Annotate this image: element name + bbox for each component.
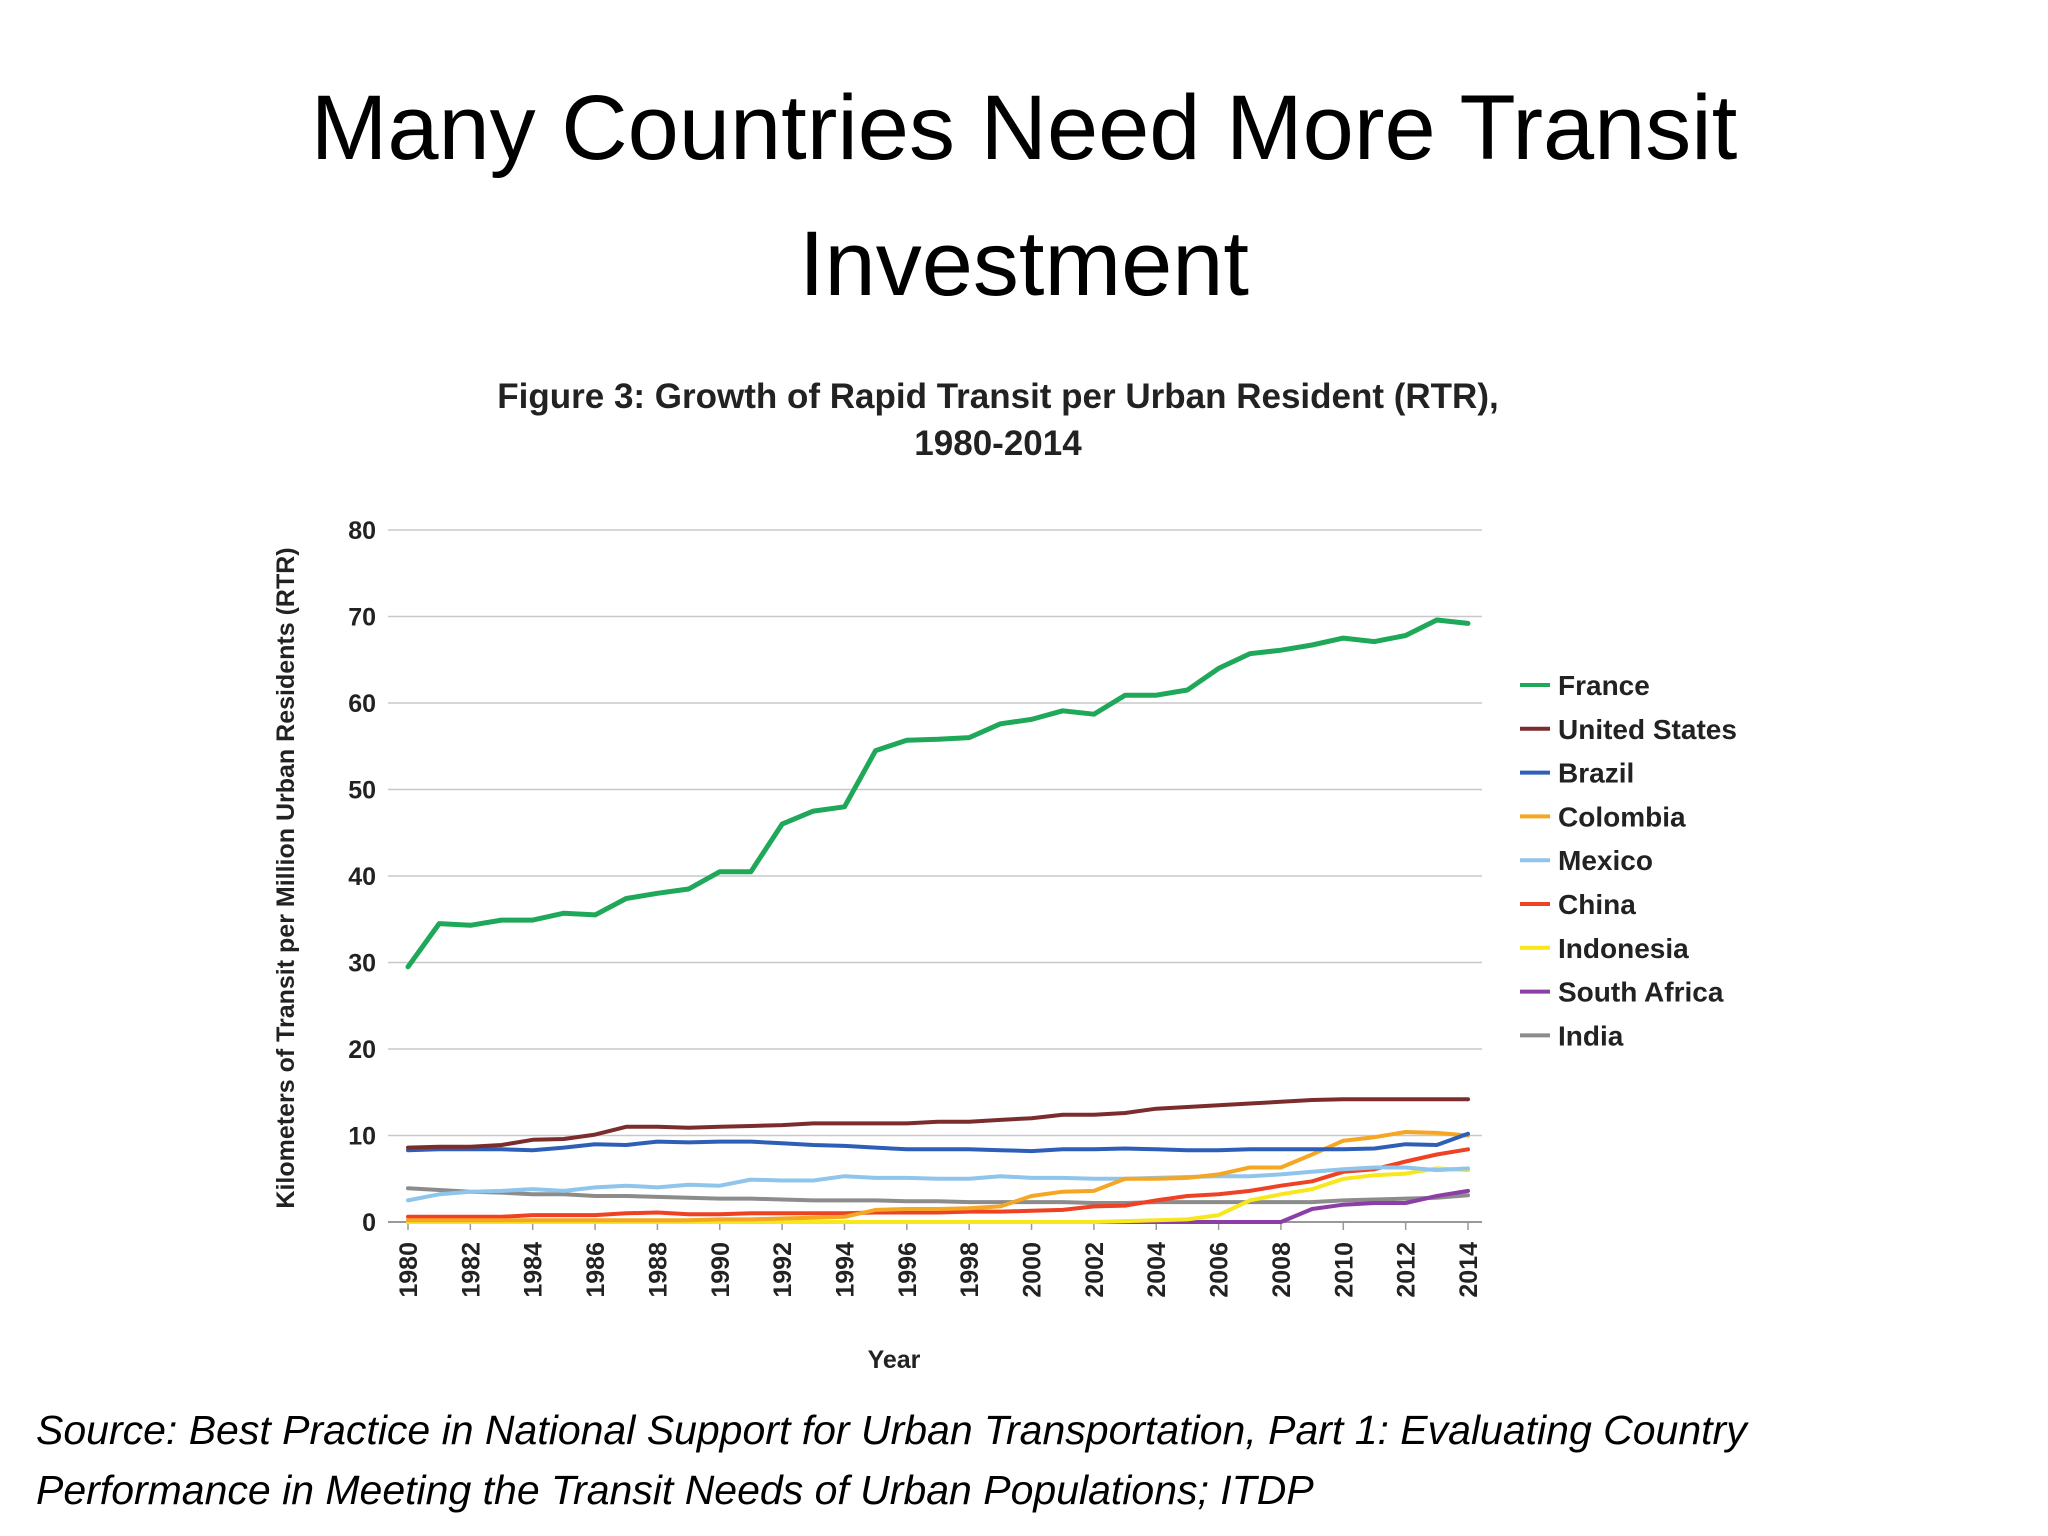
slide-title: Many Countries Need More Transit Investm… xyxy=(0,60,2048,332)
y-tick-label: 50 xyxy=(348,777,376,805)
gridlines xyxy=(388,529,1482,1223)
y-tick-label: 10 xyxy=(348,1123,376,1151)
x-tick-label: 2006 xyxy=(1206,1242,1234,1298)
y-tick-label: 40 xyxy=(348,863,376,891)
x-tick-label: 1996 xyxy=(894,1242,922,1298)
y-tick-label: 70 xyxy=(348,604,376,632)
x-tick-label: 1982 xyxy=(457,1242,485,1298)
source-line-2: Performance in Meeting the Transit Needs… xyxy=(36,1467,1314,1513)
chart: Figure 3: Growth of Rapid Transit per Ur… xyxy=(272,377,1737,1374)
legend-label: India xyxy=(1558,1020,1624,1051)
x-axis-ticks: 1980 1982 1984 1986 1988 1990 1992 1994 1996 1998… xyxy=(395,1222,1483,1298)
y-tick-label: 30 xyxy=(348,950,376,978)
chart-subtitle: 1980-2014 xyxy=(914,424,1082,463)
y-axis-ticks: 0 10 20 30 40 50 60 70 80 xyxy=(348,517,376,1237)
x-tick-label: 2000 xyxy=(1019,1242,1047,1298)
legend-label: China xyxy=(1558,889,1636,920)
source-line-1: Source: Best Practice in National Suppor… xyxy=(36,1407,1747,1453)
legend-label: Mexico xyxy=(1558,845,1653,876)
legend-label: Colombia xyxy=(1558,801,1686,832)
x-tick-label: 2010 xyxy=(1330,1242,1358,1298)
x-tick-label: 1992 xyxy=(769,1242,797,1298)
x-tick-label: 1980 xyxy=(395,1242,423,1298)
y-tick-label: 20 xyxy=(348,1036,376,1064)
y-axis-label: Kilometers of Transit per Million Urban … xyxy=(272,547,300,1208)
series-line-india xyxy=(406,1186,1470,1205)
x-tick-label: 1986 xyxy=(582,1242,610,1298)
x-tick-label: 2002 xyxy=(1081,1242,1109,1298)
legend: France United States Brazil Colombia Mexico C… xyxy=(1520,670,1737,1051)
series-lines xyxy=(405,617,1471,1224)
x-tick-label: 2008 xyxy=(1268,1242,1296,1298)
x-axis-label: Year xyxy=(868,1346,921,1374)
series-line-mexico xyxy=(406,1165,1470,1203)
series-line-france xyxy=(405,617,1471,970)
series-line-united-states xyxy=(406,1097,1470,1150)
x-tick-label: 1990 xyxy=(707,1242,735,1298)
x-tick-label: 2014 xyxy=(1455,1242,1483,1298)
y-tick-label: 60 xyxy=(348,690,376,718)
x-tick-label: 1994 xyxy=(831,1242,859,1298)
x-tick-label: 1988 xyxy=(644,1242,672,1298)
y-tick-label: 0 xyxy=(362,1209,376,1237)
legend-label: Brazil xyxy=(1558,758,1634,789)
legend-label: United States xyxy=(1558,714,1737,745)
slide-title-line-2: Investment xyxy=(799,213,1249,315)
legend-label: France xyxy=(1558,670,1650,701)
y-tick-label: 80 xyxy=(348,517,376,545)
source-citation: Source: Best Practice in National Suppor… xyxy=(36,1400,2026,1520)
x-tick-label: 2004 xyxy=(1143,1242,1171,1298)
chart-title: Figure 3: Growth of Rapid Transit per Ur… xyxy=(497,377,1498,416)
x-tick-label: 2012 xyxy=(1393,1242,1421,1298)
x-tick-label: 1998 xyxy=(956,1242,984,1298)
series-line-brazil xyxy=(406,1131,1470,1154)
series-line-colombia xyxy=(406,1130,1470,1223)
x-tick-label: 1984 xyxy=(520,1242,548,1298)
slide-title-line-1: Many Countries Need More Transit xyxy=(310,77,1738,179)
legend-label: Indonesia xyxy=(1558,933,1689,964)
legend-label: South Africa xyxy=(1558,977,1724,1008)
series-line-china xyxy=(406,1147,1470,1219)
